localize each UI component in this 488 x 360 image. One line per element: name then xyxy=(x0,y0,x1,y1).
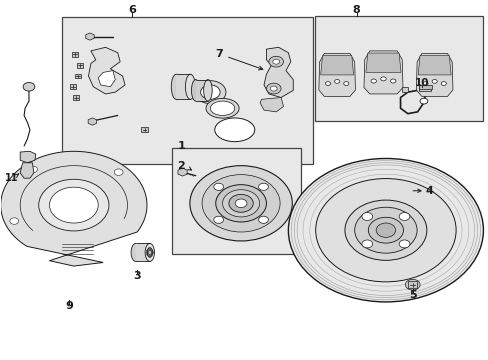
Ellipse shape xyxy=(191,80,200,101)
Bar xyxy=(141,127,147,132)
Bar xyxy=(407,282,416,288)
Polygon shape xyxy=(85,33,94,40)
Circle shape xyxy=(422,82,427,85)
Text: 7: 7 xyxy=(215,49,223,59)
Circle shape xyxy=(419,98,427,104)
Circle shape xyxy=(258,216,268,223)
Circle shape xyxy=(390,79,395,83)
Circle shape xyxy=(202,175,280,232)
Bar xyxy=(402,87,407,92)
Text: 1: 1 xyxy=(177,140,184,150)
Bar xyxy=(70,85,76,89)
Text: 9: 9 xyxy=(65,301,73,311)
Circle shape xyxy=(29,166,38,172)
Text: 2: 2 xyxy=(177,161,184,171)
Bar xyxy=(76,63,82,68)
Circle shape xyxy=(213,183,223,190)
Polygon shape xyxy=(320,55,353,75)
Circle shape xyxy=(325,82,330,85)
Bar xyxy=(176,74,190,99)
Circle shape xyxy=(398,240,409,248)
Circle shape xyxy=(405,279,419,290)
Polygon shape xyxy=(365,53,400,72)
Text: 6: 6 xyxy=(128,5,136,15)
Polygon shape xyxy=(415,53,452,96)
Circle shape xyxy=(367,217,403,243)
Polygon shape xyxy=(264,47,293,98)
Text: 4: 4 xyxy=(425,186,433,196)
Ellipse shape xyxy=(203,80,212,101)
Circle shape xyxy=(39,179,109,231)
Bar xyxy=(136,243,149,261)
Bar xyxy=(61,17,312,164)
Circle shape xyxy=(228,194,253,212)
Ellipse shape xyxy=(145,243,154,261)
Circle shape xyxy=(380,77,386,81)
Text: 8: 8 xyxy=(352,5,360,15)
Circle shape xyxy=(361,212,372,220)
Bar xyxy=(172,148,300,253)
Circle shape xyxy=(23,82,35,91)
Circle shape xyxy=(288,158,483,302)
Circle shape xyxy=(440,82,446,85)
Circle shape xyxy=(10,218,19,224)
Circle shape xyxy=(189,166,292,241)
Circle shape xyxy=(213,216,223,223)
Ellipse shape xyxy=(185,74,195,99)
Polygon shape xyxy=(20,151,36,163)
Text: 3: 3 xyxy=(133,271,141,281)
Polygon shape xyxy=(260,98,283,112)
Bar xyxy=(315,16,483,121)
Circle shape xyxy=(354,207,416,253)
Ellipse shape xyxy=(205,98,239,118)
Polygon shape xyxy=(0,151,147,266)
Ellipse shape xyxy=(147,248,152,257)
Circle shape xyxy=(398,212,409,220)
Ellipse shape xyxy=(214,118,254,141)
Circle shape xyxy=(222,190,259,217)
Bar xyxy=(72,52,78,57)
Bar xyxy=(195,80,207,101)
Polygon shape xyxy=(88,47,125,94)
Circle shape xyxy=(334,80,339,83)
Circle shape xyxy=(272,59,279,64)
Circle shape xyxy=(370,79,376,83)
Circle shape xyxy=(343,82,348,85)
Bar xyxy=(418,85,431,89)
Circle shape xyxy=(270,86,277,91)
Polygon shape xyxy=(363,51,402,94)
Circle shape xyxy=(114,169,123,175)
Ellipse shape xyxy=(171,74,181,99)
Ellipse shape xyxy=(210,101,234,116)
Bar xyxy=(418,86,430,91)
Polygon shape xyxy=(98,71,115,87)
Polygon shape xyxy=(417,55,450,75)
Circle shape xyxy=(361,240,372,248)
Circle shape xyxy=(431,80,436,83)
Circle shape xyxy=(258,183,268,190)
Polygon shape xyxy=(178,168,187,176)
Bar xyxy=(74,74,81,78)
Ellipse shape xyxy=(131,243,140,261)
Circle shape xyxy=(266,83,281,94)
Circle shape xyxy=(49,187,98,223)
Circle shape xyxy=(268,56,283,67)
Bar xyxy=(73,95,79,100)
Polygon shape xyxy=(318,53,355,96)
Polygon shape xyxy=(88,118,97,125)
Text: 11: 11 xyxy=(5,173,18,183)
Text: 5: 5 xyxy=(408,290,416,300)
Text: 10: 10 xyxy=(414,78,429,88)
Polygon shape xyxy=(20,163,34,178)
Circle shape xyxy=(315,179,455,282)
Circle shape xyxy=(375,223,395,237)
Circle shape xyxy=(235,199,246,208)
Circle shape xyxy=(344,200,426,260)
Circle shape xyxy=(215,185,266,222)
Circle shape xyxy=(194,81,225,104)
Circle shape xyxy=(200,85,220,99)
